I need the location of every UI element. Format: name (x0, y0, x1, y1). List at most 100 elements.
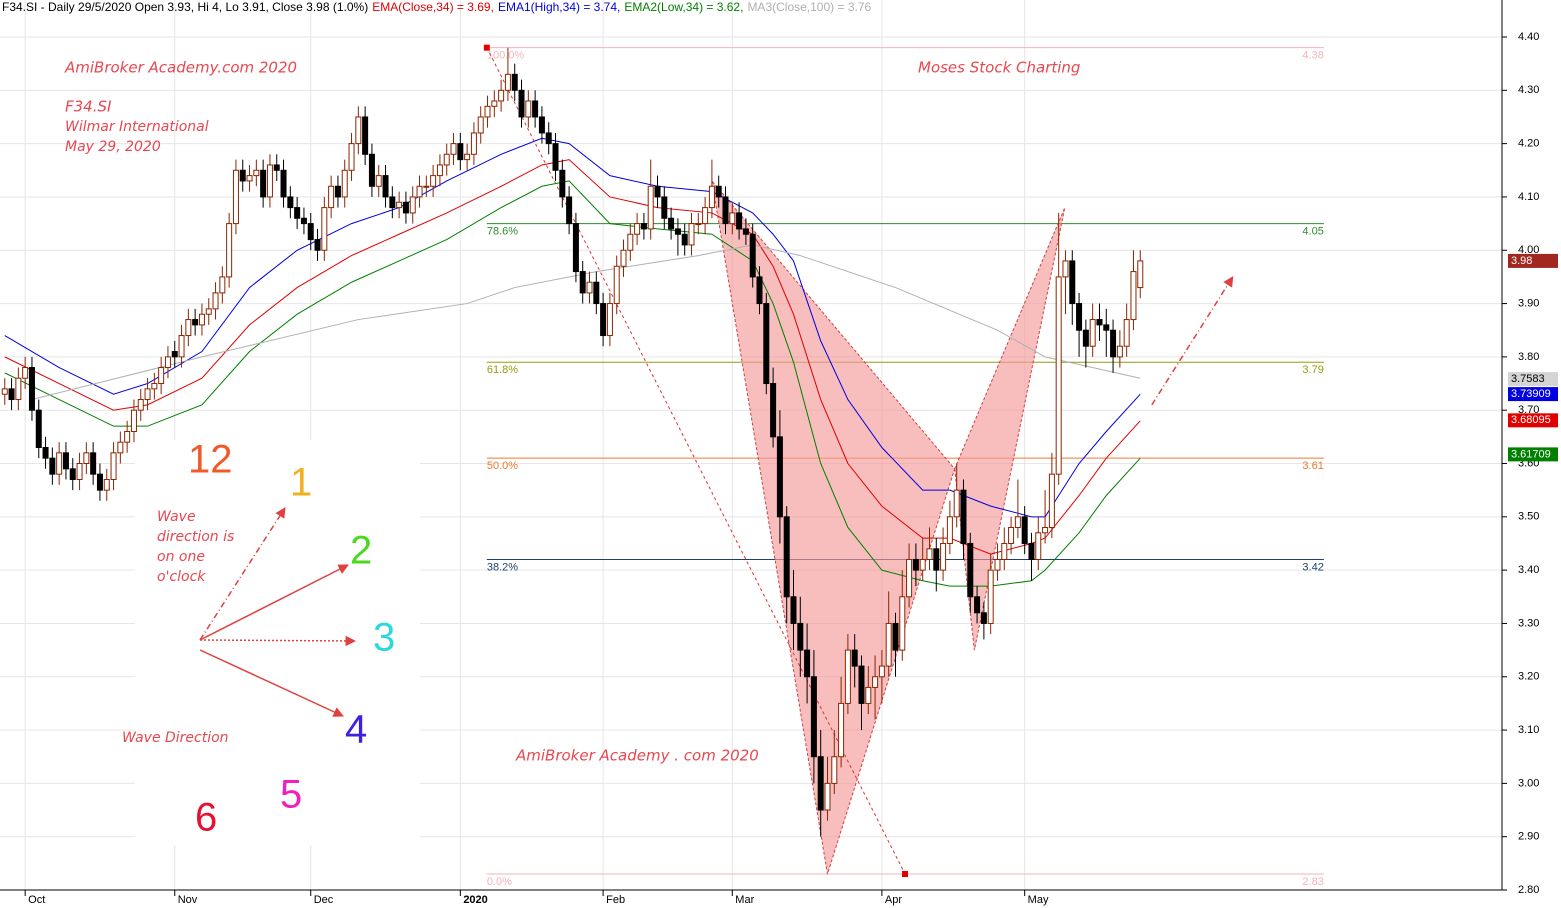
x-tick-label: 2020 (463, 894, 487, 906)
candle-body (137, 399, 144, 411)
candle-body (1123, 319, 1130, 347)
moving-average (4, 137, 1141, 518)
clock-number: 4 (345, 708, 367, 752)
candle-body (804, 649, 811, 678)
candle-body (593, 281, 600, 305)
candle-body (198, 313, 205, 326)
fib-ratio-label: 100.0% (487, 50, 525, 62)
candle-body (430, 175, 437, 187)
candle-body (266, 164, 273, 198)
candle-body (906, 558, 913, 598)
x-tick-label: Nov (178, 894, 198, 906)
candle-body (885, 622, 892, 667)
candle-body (375, 175, 382, 187)
candle-body (729, 212, 736, 225)
candle-body (192, 319, 199, 326)
value-badge (1508, 447, 1558, 462)
candle-body (838, 702, 845, 758)
legend-entry: EMA2(Low,34) = 3.62, (624, 0, 743, 14)
candle-body (872, 676, 879, 688)
candle-body (96, 473, 103, 491)
candle-body (987, 569, 994, 624)
candle-body (994, 558, 1001, 571)
y-tick-label: 3.80 (1518, 351, 1539, 363)
candle-body (300, 217, 307, 225)
candle-body (76, 463, 83, 480)
candle-body (688, 223, 695, 246)
candle-body (606, 303, 613, 337)
value-badge-label: 3.7583 (1511, 373, 1545, 385)
candle-body (185, 319, 192, 337)
trend-point (483, 44, 490, 51)
candle-body (763, 303, 770, 385)
candle-body (946, 516, 953, 544)
x-tick-label: Apr (885, 894, 902, 906)
candle-body (525, 100, 532, 118)
annotation: Wave Direction (122, 730, 229, 746)
candle-body (933, 548, 940, 571)
fib-ratio-label: 61.8% (487, 364, 518, 376)
candle-body (504, 73, 511, 91)
candle-body (246, 175, 253, 182)
header-text: F34.SI - Daily 29/5/2020 Open 3.93, Hi 4… (2, 0, 368, 14)
candle-body (328, 185, 335, 209)
candle-body (715, 185, 722, 198)
candle-body (62, 452, 69, 470)
candle-body (742, 228, 749, 235)
candle-body (878, 665, 885, 678)
clock-number: 12 (188, 438, 233, 482)
candle-body (151, 383, 158, 390)
annotations: AmiBroker Academy.com 2020 F34.SI Wilmar… (64, 59, 1080, 840)
wave-arrow (199, 649, 344, 717)
y-tick-label: 3.50 (1518, 511, 1539, 523)
candle-body (647, 185, 654, 230)
candle-body (49, 457, 56, 475)
x-tick-label: Oct (28, 894, 45, 906)
candle-body (572, 223, 579, 273)
y-tick-label: 3.40 (1518, 564, 1539, 576)
candle-body (899, 596, 906, 651)
candle-body (749, 233, 756, 278)
candle-body (600, 303, 607, 337)
candle-body (205, 308, 212, 315)
candle-body (1, 388, 8, 395)
x-tick-label: May (1028, 894, 1049, 906)
wave-arrow (199, 507, 286, 641)
pattern-shape (711, 179, 956, 875)
candle-body (158, 367, 165, 385)
candle-body (110, 452, 117, 480)
candle-body (1001, 542, 1008, 560)
candle-body (967, 542, 974, 598)
value-badge-label: 3.73909 (1511, 388, 1551, 400)
wave-arrow (199, 635, 357, 647)
annotation: Wave (157, 509, 196, 525)
fib-ratio-label: 50.0% (487, 460, 518, 472)
y-tick-label: 3.00 (1518, 777, 1539, 789)
candle-body (776, 436, 783, 518)
candle-body (15, 377, 22, 401)
candle-body (457, 143, 464, 161)
candle-body (552, 143, 559, 171)
axes: 2.802.903.003.103.203.303.403.503.603.70… (24, 31, 1558, 906)
candle-body (294, 207, 301, 219)
y-tick-label: 4.00 (1518, 244, 1539, 256)
fib-ratio-label: 0.0% (487, 876, 512, 888)
clock-number: 2 (350, 529, 372, 573)
fib-ratio-label: 78.6% (487, 226, 518, 238)
candle-body (409, 196, 416, 214)
candle-body (280, 169, 287, 198)
wave-arrow (199, 564, 349, 641)
y-tick-label: 3.10 (1518, 724, 1539, 736)
candle-body (1069, 260, 1076, 305)
candle-body (681, 233, 688, 246)
candle-body (980, 612, 987, 624)
candle-body (518, 89, 525, 118)
candle-body (1062, 260, 1069, 278)
clock-number: 6 (195, 796, 217, 840)
candle-body (538, 116, 545, 134)
candle-body (83, 452, 90, 464)
candle-body (423, 185, 430, 188)
y-tick-label: 2.80 (1518, 884, 1539, 896)
candle-body (1048, 473, 1055, 528)
